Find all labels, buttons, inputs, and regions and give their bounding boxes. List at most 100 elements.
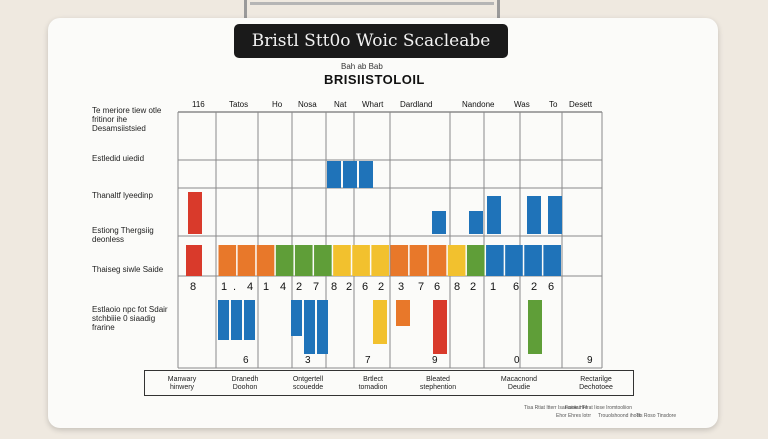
- hanger-wire: [244, 0, 500, 22]
- footnote: Tis Roso Tinsdore: [636, 413, 677, 419]
- blue-bar: [304, 300, 315, 354]
- number-cell: 1: [263, 281, 270, 293]
- column-header: Nandone: [462, 100, 495, 109]
- red-bar: [188, 192, 202, 234]
- clipboard-board: [48, 18, 718, 428]
- number-cell: 7: [418, 281, 425, 293]
- legend-item: Rectarilge Dechotoee: [579, 376, 613, 391]
- number-cell: 2: [378, 281, 385, 293]
- strip-segment: [390, 245, 409, 276]
- hanger-bar: [250, 2, 494, 5]
- blue-bar: [359, 161, 373, 188]
- row-label: Estiong Thergsiig deonless: [92, 226, 154, 244]
- blue-bar: [548, 196, 562, 234]
- column-header: Dardland: [400, 100, 433, 109]
- blue-bar: [343, 161, 357, 188]
- strip-segment: [524, 245, 542, 276]
- bottom-number: 9: [432, 355, 438, 366]
- number-cell: 8: [454, 281, 461, 293]
- blue-bar: [527, 196, 541, 234]
- strip-segment: [466, 245, 485, 276]
- number-cell: 8: [190, 281, 197, 293]
- blue-bar: [317, 300, 328, 354]
- strip-segment: [428, 245, 447, 276]
- number-cell: 7: [313, 281, 320, 293]
- clip-header: Bristl Stt0o Woic Scacleabe: [234, 24, 508, 58]
- strip-segment: [237, 245, 256, 276]
- row-label: Thaiseg siwle Saide: [92, 265, 164, 274]
- bottom-number: 9: [587, 355, 593, 366]
- column-header: Desett: [569, 100, 593, 109]
- row-label: Thanaltf lyeedinp: [92, 191, 153, 200]
- strip-segment: [275, 245, 294, 276]
- bottom-number: 0: [514, 355, 520, 366]
- strip-segment: [314, 245, 332, 276]
- strip-segment: [256, 245, 275, 276]
- number-cell: 2: [470, 281, 477, 293]
- column-header: Whart: [362, 100, 384, 109]
- footnote: Tisa Rtiat Itterr Isarssioe Hre: [524, 405, 588, 411]
- green-bar: [528, 300, 542, 354]
- row-label: Te meriore tiew otle fritinor ihe Desams…: [92, 106, 162, 133]
- yellow-bar: [373, 300, 387, 344]
- strip-segment: [371, 245, 389, 276]
- column-header: Was: [514, 100, 530, 109]
- strip-segment: [218, 245, 237, 276]
- number-cell: 6: [513, 281, 520, 293]
- subtitle: Bah ab Bab: [341, 62, 383, 71]
- number-cell: .: [233, 281, 237, 293]
- number-cell: 6: [434, 281, 441, 293]
- blue-bar: [291, 300, 302, 336]
- strip-segment: [333, 245, 351, 276]
- row-label: Estledid uiedid: [92, 154, 145, 163]
- blue-bar: [244, 300, 255, 340]
- bottom-number: 7: [365, 355, 371, 366]
- number-cell: 6: [548, 281, 555, 293]
- column-header: Ho: [272, 100, 283, 109]
- legend-box: [144, 370, 634, 396]
- strip-segment: [294, 245, 313, 276]
- column-header: Nosa: [298, 100, 317, 109]
- legend-item: Ontgertell scouedde: [292, 376, 324, 391]
- legend-item: Dranedh Doohon: [231, 376, 259, 391]
- legend-item: Bleated stephention: [419, 376, 457, 391]
- legend-item: Manwary hinwery: [167, 376, 197, 391]
- number-cell: 1: [490, 281, 497, 293]
- footnote: Trouolshoond ihoot: [598, 413, 641, 419]
- column-header: Tatos: [229, 100, 249, 109]
- column-header: Nat: [334, 100, 347, 109]
- number-cell: 4: [280, 281, 287, 293]
- strip-segment: [505, 245, 523, 276]
- number-cell: 4: [247, 281, 254, 293]
- bottom-number: 3: [305, 355, 311, 366]
- column-header: 116: [192, 100, 205, 109]
- number-cell: 2: [346, 281, 353, 293]
- blue-bar: [469, 211, 483, 234]
- number-cell: 2: [531, 281, 538, 293]
- strip-segment: [186, 245, 202, 276]
- strip-segment: [543, 245, 561, 276]
- blue-bar: [327, 161, 341, 188]
- column-header: To: [549, 100, 558, 109]
- orange-bar: [396, 300, 410, 326]
- strip-segment: [486, 245, 504, 276]
- blue-bar: [218, 300, 229, 340]
- footnote: Faoiias Ffrat Iiose Iromtooliion: [565, 405, 632, 411]
- legend-item: Macacnond Deudie: [500, 376, 538, 391]
- blue-bar: [487, 196, 501, 234]
- blue-bar: [432, 211, 446, 234]
- row-label: Estlaoio npc fot Sdair stchbiiie 0 siaad…: [92, 305, 168, 332]
- page-title: BRISIISTOLOIL: [324, 72, 425, 87]
- colored-blocks: [186, 161, 562, 354]
- strip-segment: [409, 245, 428, 276]
- number-cell: 2: [296, 281, 303, 293]
- number-cell: 6: [362, 281, 369, 293]
- number-cell: 3: [398, 281, 405, 293]
- footnote: Ehor Ehres lotrr: [556, 413, 592, 419]
- clip-title: Bristl Stt0o Woic Scacleabe: [251, 31, 491, 51]
- blue-bar: [231, 300, 242, 340]
- number-cell: 1: [221, 281, 228, 293]
- number-cell: 8: [331, 281, 338, 293]
- legend-item: Brtlect tomadion: [358, 376, 388, 391]
